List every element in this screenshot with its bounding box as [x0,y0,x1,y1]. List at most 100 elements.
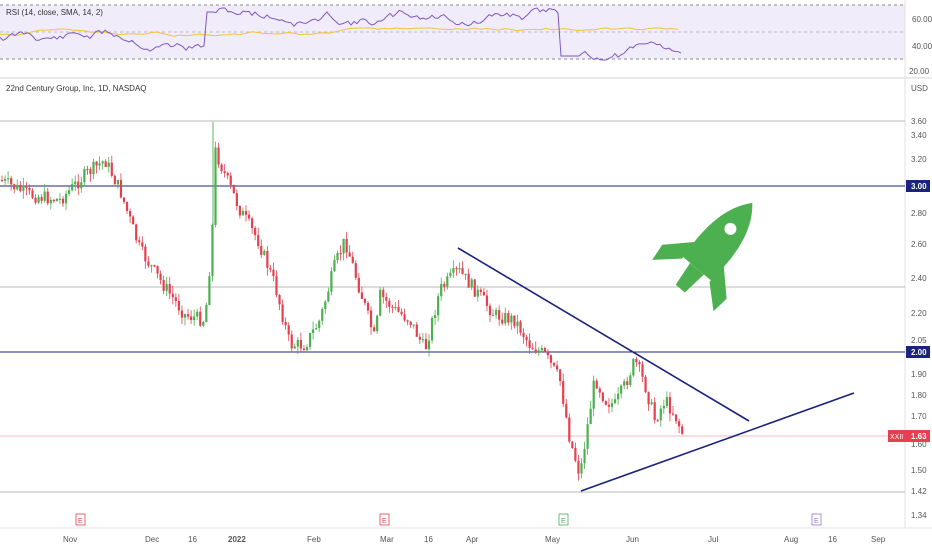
candle-body [351,256,354,264]
price-tick: 3.60 [911,117,927,126]
time-tick: 2022 [228,535,246,544]
price-tick: 2.80 [911,209,927,218]
candle-body [180,310,184,318]
level-badge-2-00[interactable]: 2.00 [906,346,930,358]
candle-body [272,269,275,277]
candles [0,122,684,481]
earnings-marker[interactable]: E [811,513,822,526]
candle-body [415,324,418,337]
candle-body [244,211,248,215]
candle-body [510,315,513,323]
candle-body [119,179,123,198]
candle-body [519,321,522,333]
candle-body [498,310,501,320]
earnings-marker[interactable]: E [75,513,86,526]
rocket-icon [652,202,753,312]
ascending-trendline[interactable] [580,392,855,492]
candle-body [89,169,92,175]
candle-body [461,268,464,274]
rsi-tick-60: 60.00 [912,15,932,24]
candle-body [641,364,644,377]
candle-body [308,332,312,348]
candle-body [409,321,412,325]
candle-body [251,218,254,228]
candle-body [293,346,296,349]
candle-body [10,178,13,185]
candle-body [580,463,583,474]
candle-body [629,375,632,385]
candle-body [586,424,589,449]
candle-body [473,279,476,297]
time-axis[interactable]: Nov Dec 16 2022 Feb Mar 16 Apr May Jun J… [63,535,886,544]
candle-body [336,252,339,261]
candle-body [522,332,525,338]
candle-body [83,168,86,183]
ticker-badge[interactable]: XXII [888,430,906,442]
candle-body [302,348,306,351]
level-badge-3-00[interactable]: 3.00 [906,180,930,192]
candle-body [559,369,562,382]
candle-body [400,311,403,315]
candle-body [162,279,165,291]
candle-body [424,339,428,350]
candle-body [647,392,650,405]
candle-body [61,198,65,204]
price-tick: 1.80 [911,391,927,400]
candle-body [403,314,406,321]
candle-body [3,178,7,181]
candle-body [339,252,342,255]
candle-body [491,314,495,317]
candle-body [46,191,49,204]
candle-body [467,273,470,288]
candle-body [623,381,626,386]
candle-body [501,319,504,324]
time-tick: May [545,535,560,544]
rsi-ma-line [0,27,679,37]
candle-body [507,313,510,323]
candle-body [434,315,437,319]
earnings-e-icon: E [382,518,387,525]
candle-body [68,190,71,194]
price-tick: 1.70 [911,412,927,421]
candle-body [223,171,226,173]
candle-body [113,175,116,185]
candle-body [369,310,373,328]
candle-body [257,235,260,246]
earnings-marker[interactable]: E [379,513,390,526]
candle-body [412,324,415,326]
candle-body [232,184,235,194]
candle-body [659,408,662,421]
price-tick: 1.60 [911,440,927,449]
candle-body [190,316,193,321]
candle-body [199,311,202,326]
candle-body [406,320,409,322]
candle-body [229,175,232,185]
candle-body [193,316,196,321]
svg-text:1.63: 1.63 [911,432,927,441]
rsi-tick-40: 40.00 [912,42,932,51]
candle-body [458,268,461,270]
time-tick: 16 [424,535,433,544]
price-tick: 1.50 [911,466,927,475]
candle-body [574,447,577,461]
descending-trendline[interactable] [457,247,750,422]
candle-body [49,199,52,204]
candle-body [104,161,107,167]
candle-body [562,381,565,404]
candle-body [107,162,110,167]
candle-body [360,292,363,299]
price-axis[interactable]: 3.60 3.40 3.20 2.80 2.60 2.40 2.20 2.05 … [911,117,927,520]
candle-body [138,240,141,243]
time-tick: Sep [871,535,886,544]
price-tick: 1.90 [911,370,927,379]
candle-body [247,214,251,219]
time-tick: Nov [63,535,77,544]
time-tick: Dec [145,535,159,544]
candle-body [537,350,540,353]
candle-body [205,304,208,323]
last-price-badge[interactable]: 1.63 [906,430,930,442]
candle-body [269,267,272,270]
earnings-marker[interactable]: E [558,513,569,526]
price-tick: 3.20 [911,155,927,164]
